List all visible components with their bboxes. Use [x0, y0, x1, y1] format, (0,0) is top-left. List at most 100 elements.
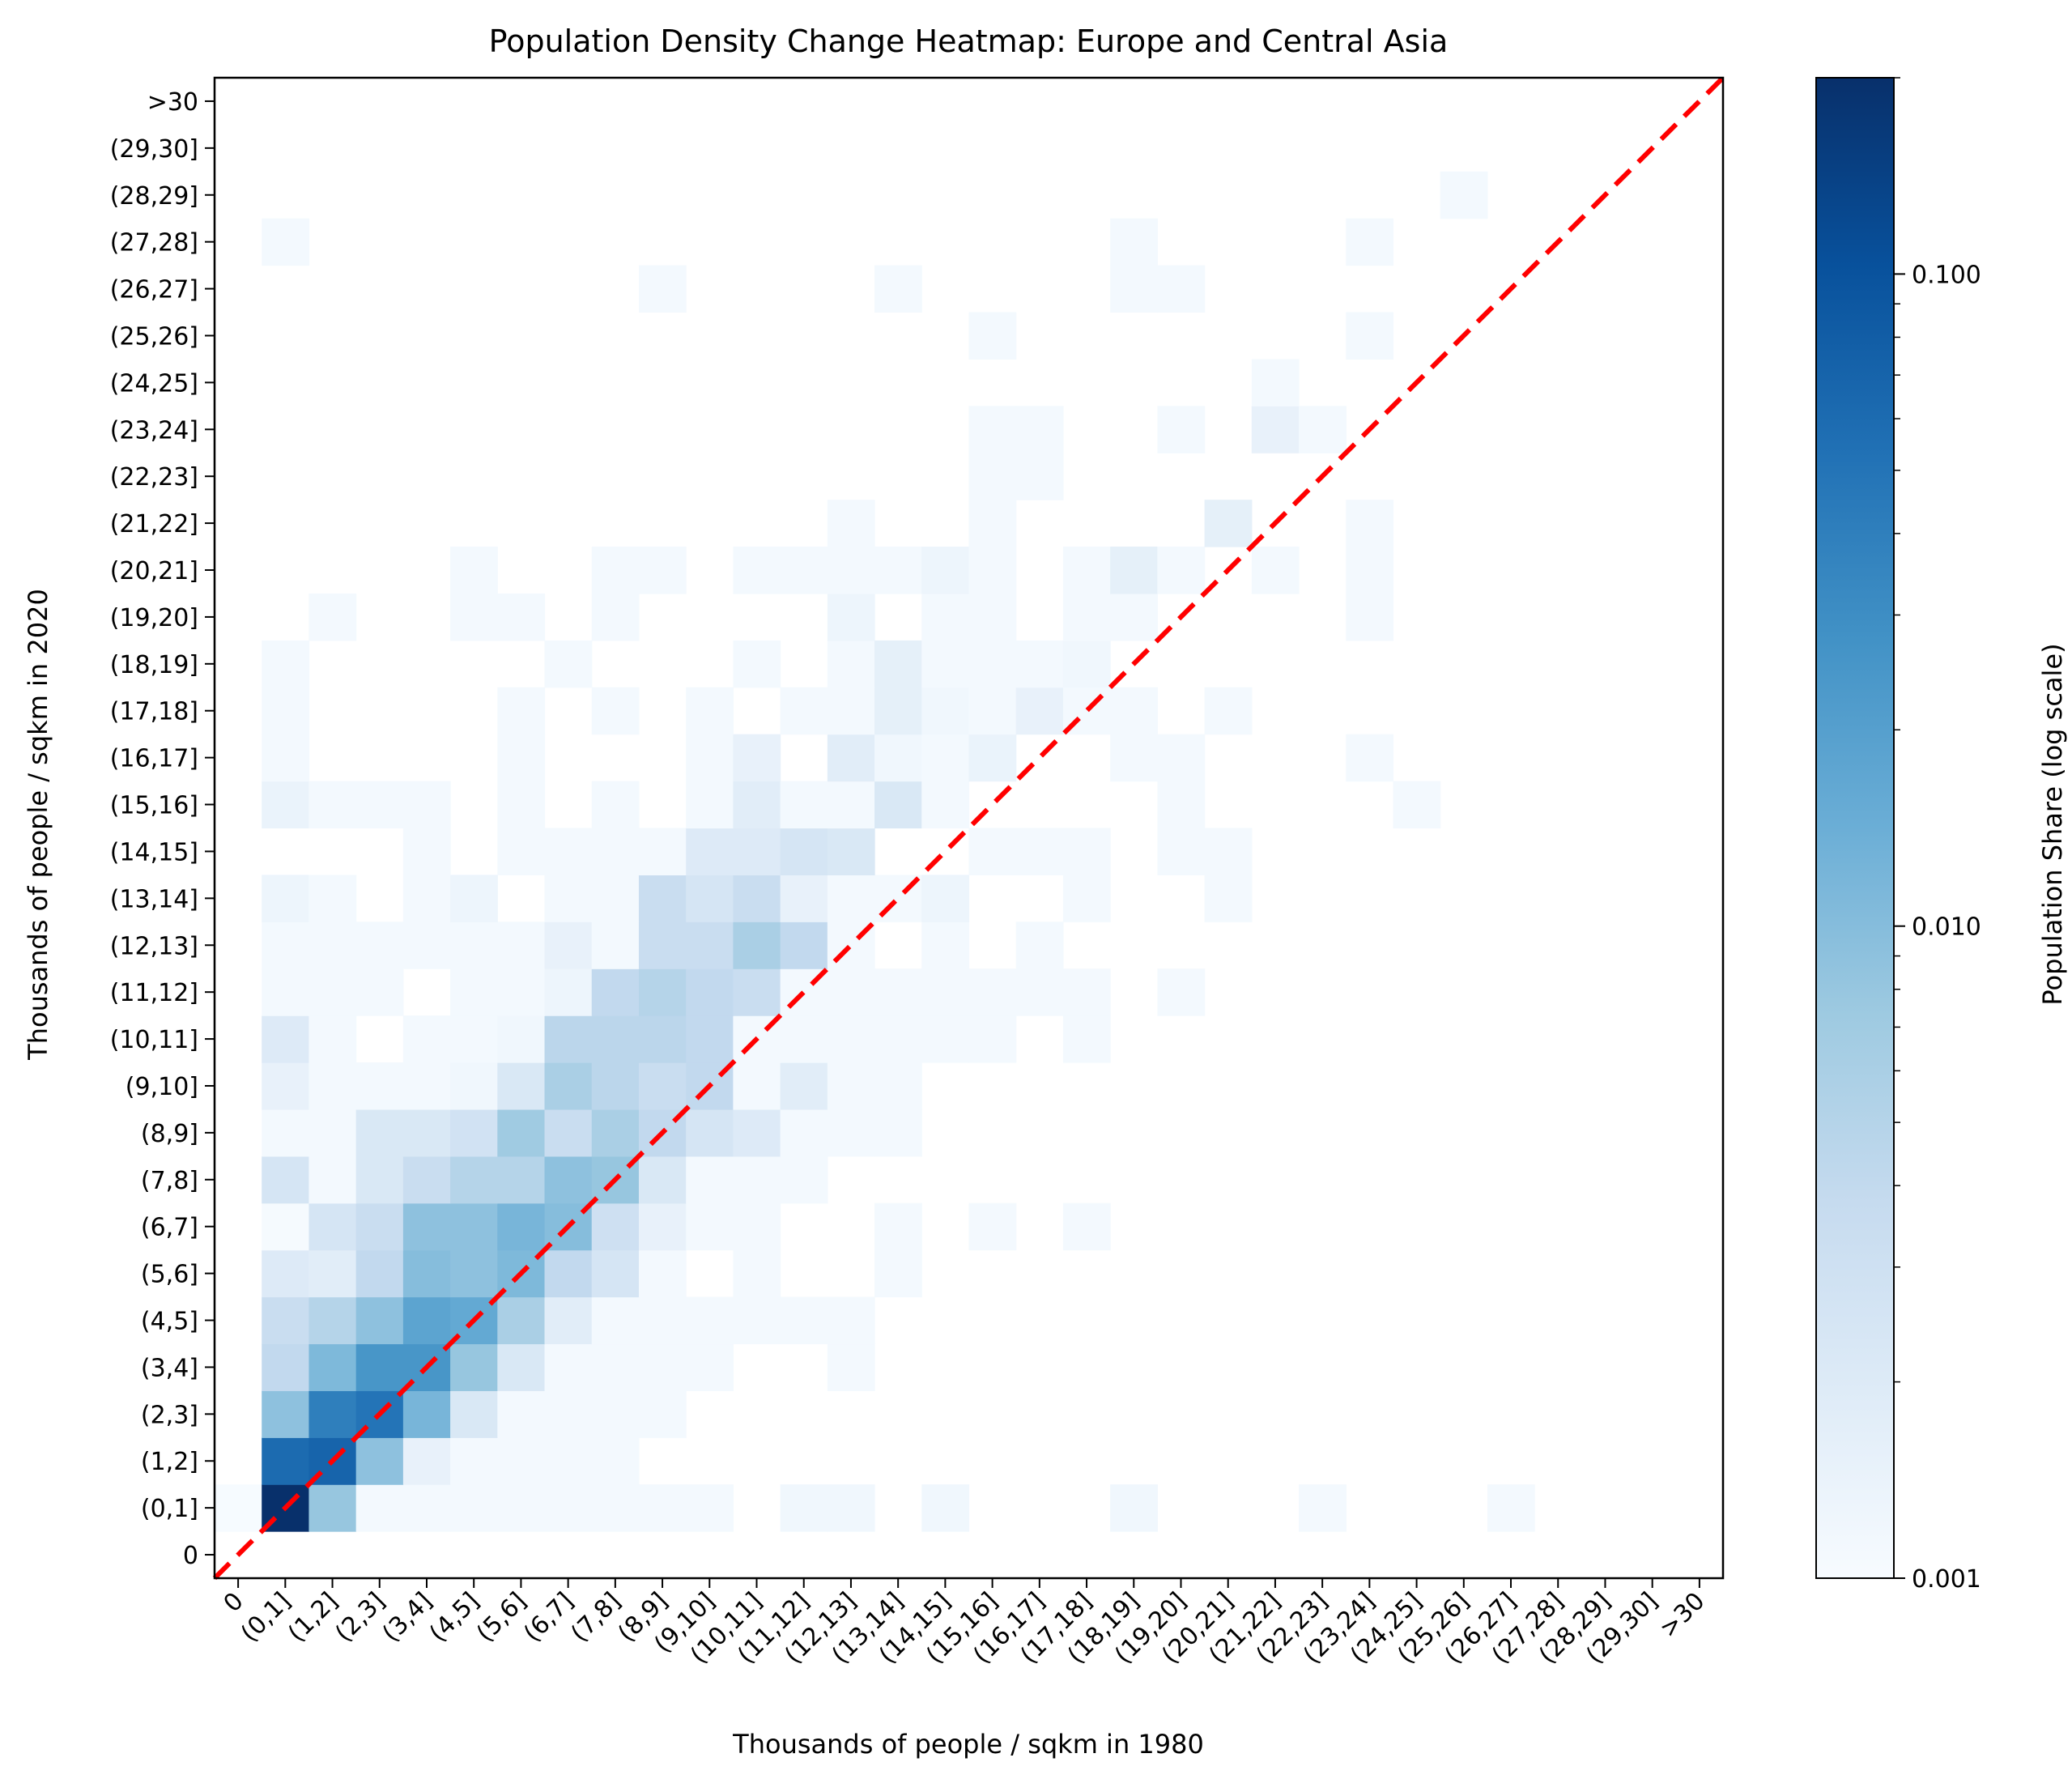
y-tick-label: (21,22]	[110, 510, 198, 538]
heatmap-cell	[1204, 875, 1253, 922]
heatmap-cell	[1346, 312, 1394, 360]
heatmap-cell	[827, 593, 875, 641]
heatmap-cell	[780, 1296, 828, 1345]
heatmap-cell	[450, 921, 498, 969]
heatmap-cell	[450, 593, 498, 641]
heatmap-cell	[733, 1296, 781, 1345]
y-tick-label: (18,19]	[110, 651, 198, 679]
heatmap-cell	[402, 1015, 451, 1063]
heatmap-cell	[686, 1155, 734, 1204]
heatmap-cell	[262, 921, 310, 969]
heatmap-cell	[497, 1015, 546, 1063]
heatmap-cell	[733, 640, 781, 688]
y-tick-label: (11,12]	[110, 979, 198, 1007]
heatmap-cell	[827, 687, 875, 735]
heatmap-cell	[874, 687, 922, 735]
heatmap-cell	[262, 781, 310, 829]
heatmap-cell	[827, 1296, 875, 1345]
heatmap-cell	[591, 1109, 640, 1157]
heatmap-cell	[686, 875, 734, 922]
heatmap-cell	[544, 1296, 593, 1345]
heatmap-cell	[591, 1015, 640, 1063]
heatmap-cell	[355, 1343, 404, 1391]
heatmap-cell	[733, 1155, 781, 1204]
heatmap-cell	[450, 1249, 498, 1298]
heatmap-cell	[544, 1062, 593, 1110]
y-tick-label: (23,24]	[110, 416, 198, 445]
heatmap-cell	[1015, 640, 1064, 688]
y-tick-label: (10,11]	[110, 1026, 198, 1054]
heatmap-cell	[355, 968, 404, 1016]
heatmap-cell	[874, 1062, 922, 1110]
heatmap-cell	[544, 1155, 593, 1204]
heatmap-cell	[1062, 593, 1111, 641]
heatmap-cell	[402, 1062, 451, 1110]
heatmap-cell	[733, 921, 781, 969]
heatmap-cell	[497, 1062, 546, 1110]
heatmap-cell	[355, 1109, 404, 1157]
heatmap-cell	[827, 1343, 875, 1391]
heatmap-cell	[308, 1109, 357, 1157]
heatmap-cell	[262, 1155, 310, 1204]
heatmap-cell	[638, 1155, 687, 1204]
heatmap-cell	[827, 547, 875, 594]
heatmap-cell	[1157, 547, 1206, 594]
heatmap-cell	[1157, 828, 1206, 876]
heatmap-cell	[591, 921, 640, 969]
heatmap-cell	[733, 875, 781, 922]
heatmap-cell	[355, 1062, 404, 1110]
heatmap-cell	[968, 734, 1017, 782]
heatmap-cell	[544, 1484, 593, 1532]
heatmap-cell	[262, 218, 310, 266]
heatmap-cell	[355, 1484, 404, 1532]
heatmap-cell	[1157, 406, 1206, 453]
y-tick-label: (19,20]	[110, 604, 198, 632]
heatmap-cell	[827, 968, 875, 1016]
heatmap-cell	[262, 1062, 310, 1110]
heatmap-cell	[308, 1484, 357, 1532]
heatmap-cell	[968, 312, 1017, 360]
heatmap-cell	[780, 921, 828, 969]
heatmap-cell	[591, 828, 640, 876]
y-tick-label: (29,30]	[110, 135, 198, 164]
heatmap-cell	[591, 1437, 640, 1485]
y-tick-label: (12,13]	[110, 932, 198, 960]
heatmap-cell	[1346, 547, 1394, 594]
heatmap-cell	[308, 921, 357, 969]
y-tick-label: (4,5]	[141, 1308, 198, 1336]
heatmap-cell	[497, 781, 546, 829]
heatmap-cell	[733, 828, 781, 876]
heatmap-cell	[638, 1296, 687, 1345]
heatmap-cell	[355, 1155, 404, 1204]
x-tick-label: (2,3]	[330, 1587, 390, 1648]
x-tick-label: (5,6]	[471, 1587, 532, 1648]
heatmap-cell	[355, 1437, 404, 1485]
heatmap-cell	[780, 1155, 828, 1204]
heatmap-cell	[262, 1015, 310, 1063]
heatmap-cell	[308, 1015, 357, 1063]
heatmap-cell	[827, 875, 875, 922]
x-tick-label: (6,7]	[518, 1587, 579, 1648]
heatmap-cell	[591, 687, 640, 735]
heatmap-cell	[544, 921, 593, 969]
heatmap-cell	[1299, 1484, 1347, 1532]
y-tick-label: (22,23]	[110, 463, 198, 492]
x-axis-title: Thousands of people / sqkm in 1980	[732, 1729, 1204, 1760]
heatmap-cell	[402, 1296, 451, 1345]
heatmap-cell	[1440, 171, 1488, 219]
heatmap-cell	[497, 593, 546, 641]
heatmap-cell	[1299, 406, 1347, 453]
heatmap-cell	[827, 500, 875, 547]
heatmap-cell	[308, 1202, 357, 1251]
heatmap-cell	[1110, 734, 1158, 782]
heatmap-cell	[1015, 406, 1064, 453]
heatmap-cell	[638, 1015, 687, 1063]
heatmap-cell	[544, 1390, 593, 1438]
heatmap-cell	[1015, 968, 1064, 1016]
heatmap-cell	[308, 1062, 357, 1110]
heatmap-cell	[262, 968, 310, 1016]
heatmap-cell	[733, 1062, 781, 1110]
heatmap-cell	[1251, 406, 1300, 453]
heatmap-cell	[733, 1109, 781, 1157]
